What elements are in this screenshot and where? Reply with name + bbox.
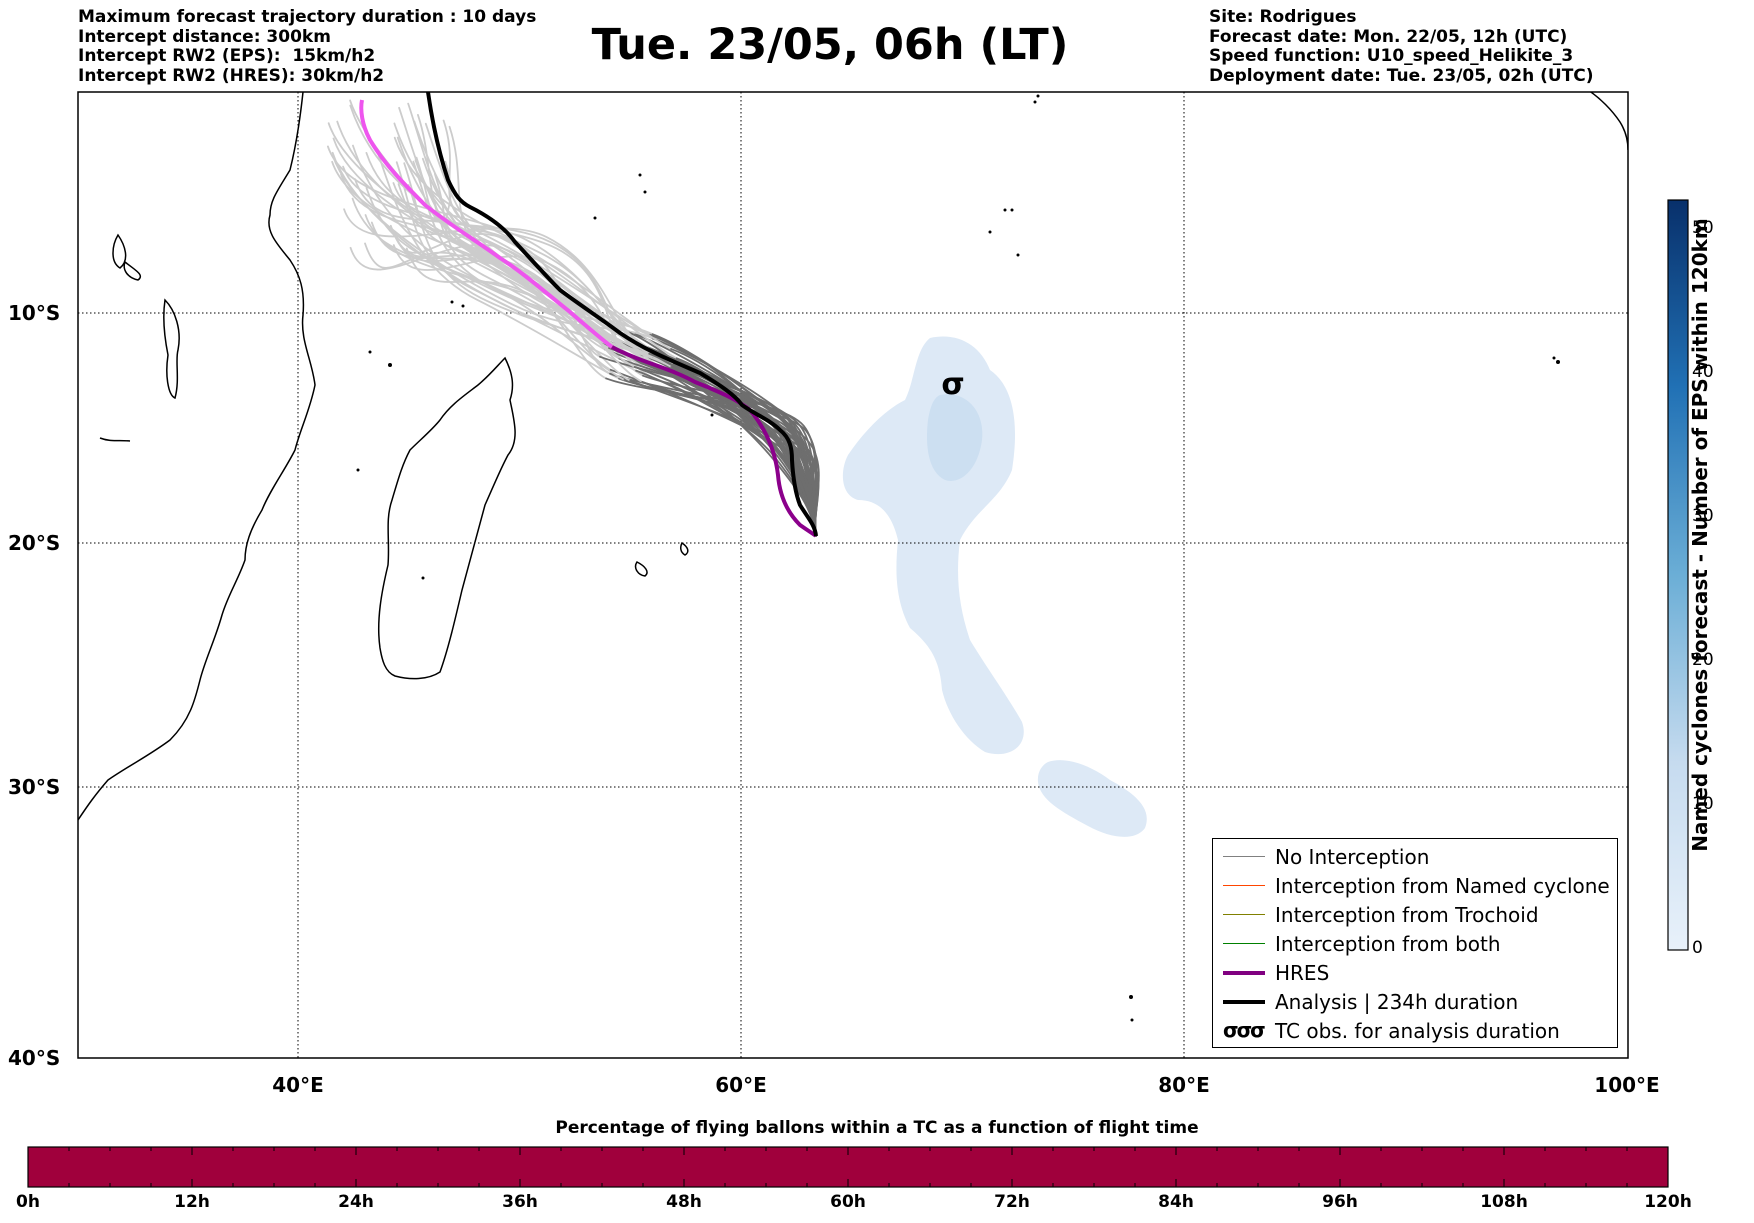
ensemble-trajectory xyxy=(618,357,817,537)
time-bar-ticks xyxy=(27,1147,1669,1187)
header-left: Maximum forecast trajectory duration : 1… xyxy=(78,7,537,86)
legend-item: Interception from both xyxy=(1213,929,1617,958)
analysis-trajectory xyxy=(426,92,818,537)
ensemble-trajectory xyxy=(629,379,817,537)
time-bar-label: 108h xyxy=(1480,1192,1528,1212)
ensemble-trajectory xyxy=(648,352,817,537)
header-left-line: Maximum forecast trajectory duration : 1… xyxy=(78,7,537,27)
legend-line-hres xyxy=(1223,971,1265,975)
cyclone-density-core xyxy=(926,394,983,481)
legend-item: HRES xyxy=(1213,958,1617,987)
time-bar-label: 96h xyxy=(1322,1192,1358,1212)
island-dots xyxy=(356,94,1560,1022)
colorbar-tick: 30 xyxy=(1692,506,1714,526)
ensemble-trajectory-late xyxy=(413,120,602,345)
time-bar-label: 120h xyxy=(1644,1192,1692,1212)
hres-trajectory-late xyxy=(359,99,614,349)
legend-label: No Interception xyxy=(1275,845,1430,869)
tc-observation-icon: σσσ xyxy=(1223,1018,1266,1042)
lon-label: 100°E xyxy=(1594,1073,1659,1097)
legend-item: Interception from Trochoid xyxy=(1213,900,1617,929)
time-bar-label: 72h xyxy=(994,1192,1030,1212)
header-left-line: Intercept RW2 (EPS): 15km/h2 xyxy=(78,46,376,66)
density-colorbar xyxy=(1667,199,1689,951)
lon-label: 40°E xyxy=(272,1073,324,1097)
ensemble-trajectory-late xyxy=(326,145,652,352)
lat-label: 20°S xyxy=(8,531,60,555)
ensemble-trajectory-late xyxy=(343,208,644,347)
coastlines xyxy=(78,92,1628,821)
legend-line-no-interception xyxy=(1223,856,1265,857)
legend-item: Analysis | 234h duration xyxy=(1213,987,1617,1016)
time-bar-label: 84h xyxy=(1158,1192,1194,1212)
legend-line-trochoid xyxy=(1223,914,1265,915)
ensemble-trajectory xyxy=(633,365,820,537)
legend-line-both xyxy=(1223,943,1265,944)
legend-item: σσσ TC obs. for analysis duration xyxy=(1213,1016,1617,1045)
ensemble-trajectory-late xyxy=(336,120,610,349)
lat-label: 10°S xyxy=(8,301,60,325)
time-bar-title: Percentage of flying ballons within a TC… xyxy=(555,1118,1199,1138)
lon-label: 60°E xyxy=(715,1073,767,1097)
ensemble-trajectory-late xyxy=(393,136,651,355)
legend-line-analysis xyxy=(1223,1000,1265,1004)
graticule xyxy=(78,92,1628,1058)
ensemble-trajectory xyxy=(661,367,817,537)
legend-item: Interception from Named cyclone xyxy=(1213,871,1617,900)
ensemble-trajectory-late xyxy=(340,173,664,370)
time-bar-label: 48h xyxy=(666,1192,702,1212)
header-right-line: Deployment date: Tue. 23/05, 02h (UTC) xyxy=(1209,65,1594,86)
colorbar-tick: 20 xyxy=(1692,650,1714,670)
legend-label: TC obs. for analysis duration xyxy=(1275,1019,1560,1043)
colorbar-tick: 0 xyxy=(1692,938,1703,958)
header-right-line: Forecast date: Mon. 22/05, 12h (UTC) xyxy=(1209,26,1568,47)
legend-label: Interception from both xyxy=(1275,932,1501,956)
page-title: Tue. 23/05, 06h (LT) xyxy=(591,20,1069,70)
lat-label: 30°S xyxy=(8,775,60,799)
ensemble-trajectory-late xyxy=(376,151,620,380)
legend-label: HRES xyxy=(1275,961,1330,985)
header-left-line: Intercept distance: 300km xyxy=(78,26,331,47)
colorbar-tick: 10 xyxy=(1692,794,1714,814)
time-bar-label: 24h xyxy=(338,1192,374,1212)
lon-label: 80°E xyxy=(1158,1073,1210,1097)
header-left-line: Intercept RW2 (HRES): 30km/h2 xyxy=(78,65,385,86)
lat-label: 40°S xyxy=(8,1046,60,1070)
legend-label: Interception from Named cyclone xyxy=(1275,874,1610,898)
tc-observation-icon: σ xyxy=(941,367,964,402)
time-bar-label: 0h xyxy=(16,1192,40,1212)
header-right-line: Site: Rodrigues xyxy=(1209,7,1357,27)
header-right-line: Speed function: U10_speed_Helikite_3 xyxy=(1209,46,1574,66)
legend-label: Analysis | 234h duration xyxy=(1275,990,1519,1014)
colorbar-tick: 50 xyxy=(1692,218,1714,238)
time-bar-label: 12h xyxy=(174,1192,210,1212)
time-bar-label: 60h xyxy=(830,1192,866,1212)
time-bar-label: 36h xyxy=(502,1192,538,1212)
header-right: Site: Rodrigues Forecast date: Mon. 22/0… xyxy=(1209,7,1594,86)
legend-line-named-cyclone xyxy=(1223,885,1265,886)
colorbar-title: Named cyclones forecast - Number of EPS … xyxy=(1688,218,1712,852)
ensemble-trajectory-late xyxy=(370,221,673,368)
legend-label: Interception from Trochoid xyxy=(1275,903,1539,927)
ensemble-trajectory-late xyxy=(391,228,672,350)
colorbar-tick: 40 xyxy=(1692,362,1714,382)
legend: No Interception Interception from Named … xyxy=(1212,838,1618,1048)
legend-item: No Interception xyxy=(1213,842,1617,871)
hres-trajectory xyxy=(611,345,818,538)
ensemble-trajectory-late xyxy=(331,151,667,365)
